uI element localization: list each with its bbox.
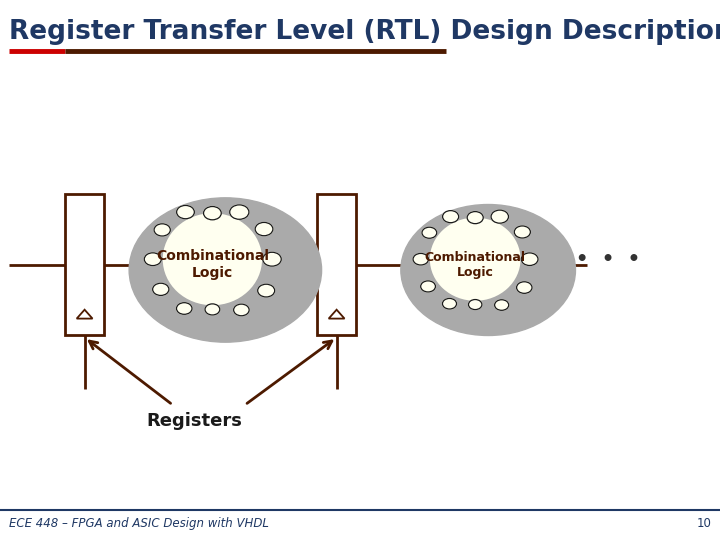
Circle shape: [233, 304, 249, 316]
Circle shape: [168, 235, 183, 246]
Circle shape: [482, 310, 495, 320]
Circle shape: [258, 284, 274, 297]
Circle shape: [456, 222, 471, 233]
Bar: [317, 194, 356, 335]
Text: Combinational
Logic: Combinational Logic: [425, 251, 526, 279]
Circle shape: [205, 304, 220, 315]
Circle shape: [153, 284, 169, 295]
Circle shape: [269, 234, 285, 246]
Circle shape: [190, 314, 204, 325]
Ellipse shape: [430, 218, 521, 301]
Ellipse shape: [163, 213, 262, 305]
Circle shape: [508, 311, 521, 321]
Text: 10: 10: [696, 517, 711, 530]
Circle shape: [443, 299, 456, 309]
Circle shape: [505, 221, 521, 234]
Circle shape: [190, 217, 207, 229]
Circle shape: [420, 281, 436, 292]
Circle shape: [144, 253, 161, 266]
Circle shape: [218, 315, 233, 326]
Circle shape: [158, 264, 174, 276]
Circle shape: [166, 294, 181, 306]
Circle shape: [230, 205, 249, 219]
Bar: [65, 194, 104, 335]
Circle shape: [443, 211, 459, 222]
Circle shape: [247, 315, 261, 326]
Circle shape: [467, 212, 483, 224]
Circle shape: [491, 210, 508, 223]
Circle shape: [276, 264, 294, 276]
Circle shape: [176, 205, 194, 219]
Circle shape: [413, 253, 428, 265]
Circle shape: [422, 227, 437, 238]
Circle shape: [426, 265, 441, 275]
Circle shape: [401, 205, 575, 335]
Circle shape: [514, 226, 531, 238]
Circle shape: [521, 253, 538, 266]
Circle shape: [495, 300, 509, 310]
Circle shape: [516, 282, 532, 293]
Circle shape: [176, 303, 192, 314]
Text: •  •  •: • • •: [576, 249, 641, 269]
Circle shape: [263, 252, 282, 266]
Circle shape: [469, 300, 482, 309]
Text: Register Transfer Level (RTL) Design Description: Register Transfer Level (RTL) Design Des…: [9, 19, 720, 45]
Circle shape: [434, 292, 448, 302]
Text: ECE 448 – FPGA and ASIC Design with VHDL: ECE 448 – FPGA and ASIC Design with VHDL: [9, 517, 269, 530]
Circle shape: [528, 237, 543, 248]
Circle shape: [535, 264, 551, 276]
Circle shape: [271, 295, 287, 307]
Circle shape: [530, 293, 544, 304]
Circle shape: [456, 309, 469, 320]
Circle shape: [129, 198, 322, 342]
Circle shape: [204, 206, 221, 220]
Circle shape: [255, 222, 273, 236]
Text: Registers: Registers: [146, 412, 243, 430]
Circle shape: [217, 218, 234, 230]
Circle shape: [154, 224, 171, 236]
Circle shape: [436, 238, 449, 249]
Circle shape: [243, 216, 261, 229]
Circle shape: [480, 222, 496, 234]
Text: Combinational
Logic: Combinational Logic: [156, 249, 269, 280]
